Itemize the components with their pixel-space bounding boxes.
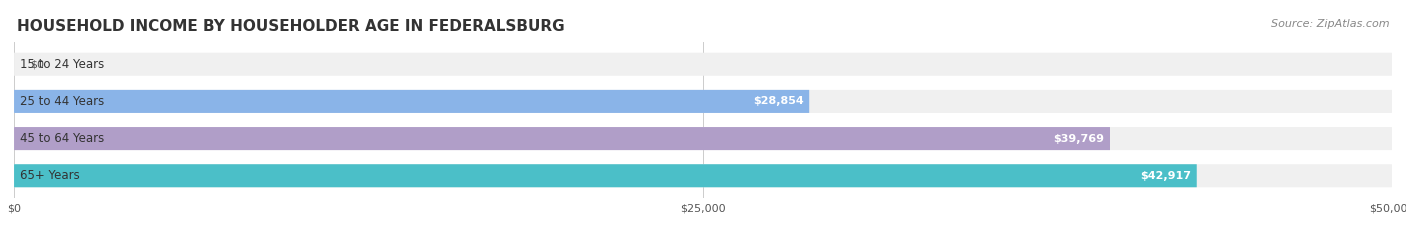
Text: $0: $0: [31, 59, 45, 69]
FancyBboxPatch shape: [14, 53, 1392, 76]
Text: $42,917: $42,917: [1140, 171, 1191, 181]
FancyBboxPatch shape: [14, 90, 1392, 113]
Text: HOUSEHOLD INCOME BY HOUSEHOLDER AGE IN FEDERALSBURG: HOUSEHOLD INCOME BY HOUSEHOLDER AGE IN F…: [17, 19, 564, 34]
Text: $28,854: $28,854: [754, 96, 804, 106]
FancyBboxPatch shape: [14, 127, 1109, 150]
FancyBboxPatch shape: [14, 90, 810, 113]
Text: 25 to 44 Years: 25 to 44 Years: [20, 95, 104, 108]
FancyBboxPatch shape: [14, 164, 1392, 187]
Text: $39,769: $39,769: [1053, 134, 1105, 144]
Text: Source: ZipAtlas.com: Source: ZipAtlas.com: [1271, 19, 1389, 29]
Text: 45 to 64 Years: 45 to 64 Years: [20, 132, 104, 145]
FancyBboxPatch shape: [14, 127, 1392, 150]
Text: 65+ Years: 65+ Years: [20, 169, 79, 182]
FancyBboxPatch shape: [14, 164, 1197, 187]
Text: 15 to 24 Years: 15 to 24 Years: [20, 58, 104, 71]
